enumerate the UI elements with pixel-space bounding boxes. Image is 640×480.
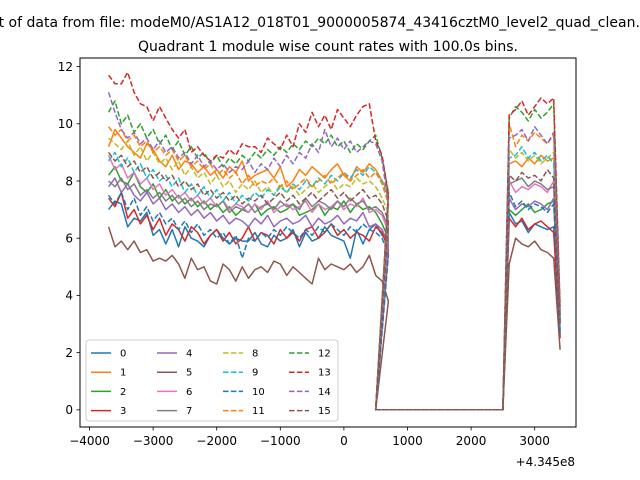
legend-label-14: 14 <box>318 387 331 398</box>
series-line-12 <box>107 100 561 411</box>
series-lines <box>107 71 561 411</box>
series-line-9 <box>107 145 561 411</box>
x-axis-ticks: −4000 −3000 −2000 −1000 0 1000 2000 3000 <box>69 427 550 448</box>
legend-label-10: 10 <box>252 387 265 398</box>
y-tick-label: 4 <box>65 289 73 303</box>
x-tick-label: 0 <box>340 434 348 448</box>
legend-label-15: 15 <box>318 406 331 417</box>
x-tick-label: −4000 <box>69 434 110 448</box>
legend-box <box>85 339 339 422</box>
y-tick-label: 0 <box>65 403 73 417</box>
x-tick-label: −1000 <box>260 434 301 448</box>
y-tick-label: 6 <box>65 232 73 246</box>
legend-label-6: 6 <box>186 387 192 398</box>
figure-suptitle: Plot of data from file: modeM0/AS1A12_01… <box>0 15 640 31</box>
legend-label-4: 4 <box>186 349 192 360</box>
legend-label-7: 7 <box>186 406 192 417</box>
legend-label-2: 2 <box>120 387 126 398</box>
series-line-11 <box>108 123 561 411</box>
chart-title: Quadrant 1 module wise count rates with … <box>138 39 518 55</box>
y-tick-label: 12 <box>58 60 73 74</box>
y-axis-ticks: 0 2 4 6 8 10 12 <box>58 60 80 417</box>
legend-label-11: 11 <box>252 406 265 417</box>
legend-label-9: 9 <box>252 368 258 379</box>
x-tick-label: −3000 <box>133 434 174 448</box>
legend-label-1: 1 <box>120 368 126 379</box>
legend-label-13: 13 <box>318 368 331 379</box>
series-line-15 <box>107 151 561 411</box>
y-tick-label: 10 <box>58 117 73 131</box>
x-axis-offset-label: +4.345e8 <box>516 455 575 469</box>
y-tick-label: 2 <box>65 346 73 360</box>
legend-label-3: 3 <box>120 406 126 417</box>
x-tick-label: −2000 <box>196 434 237 448</box>
x-tick-label: 2000 <box>456 434 487 448</box>
axes-frame <box>79 57 577 428</box>
x-tick-label: 1000 <box>392 434 423 448</box>
legend-label-8: 8 <box>252 349 258 360</box>
legend-label-5: 5 <box>186 368 192 379</box>
y-tick-label: 8 <box>65 174 73 188</box>
x-tick-label: 3000 <box>519 434 550 448</box>
legend-label-12: 12 <box>318 349 331 360</box>
legend-label-0: 0 <box>120 349 126 360</box>
